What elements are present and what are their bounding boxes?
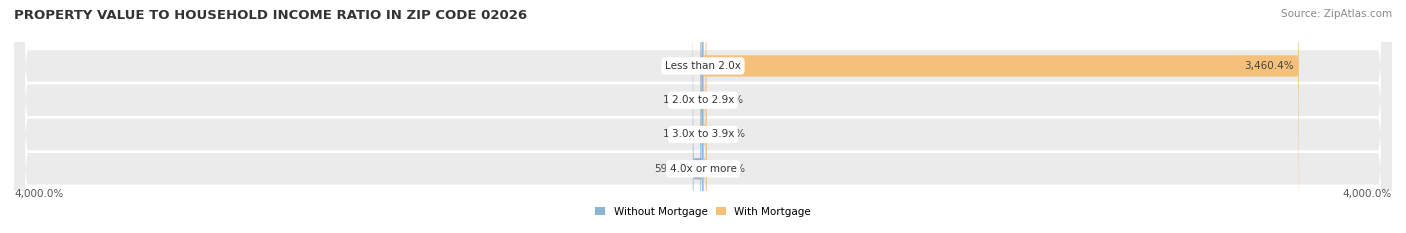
Text: 14.5%: 14.5%	[710, 95, 744, 105]
Text: 21.7%: 21.7%	[711, 164, 745, 174]
Text: PROPERTY VALUE TO HOUSEHOLD INCOME RATIO IN ZIP CODE 02026: PROPERTY VALUE TO HOUSEHOLD INCOME RATIO…	[14, 9, 527, 22]
Text: 13.3%: 13.3%	[662, 61, 696, 71]
FancyBboxPatch shape	[14, 0, 1392, 233]
FancyBboxPatch shape	[700, 0, 703, 233]
Legend: Without Mortgage, With Mortgage: Without Mortgage, With Mortgage	[593, 205, 813, 219]
FancyBboxPatch shape	[700, 0, 703, 233]
FancyBboxPatch shape	[703, 0, 707, 233]
Text: 23.2%: 23.2%	[713, 130, 745, 140]
Text: Source: ZipAtlas.com: Source: ZipAtlas.com	[1281, 9, 1392, 19]
FancyBboxPatch shape	[700, 0, 703, 233]
FancyBboxPatch shape	[14, 0, 1392, 233]
Text: 4,000.0%: 4,000.0%	[14, 189, 63, 199]
Text: 2.0x to 2.9x: 2.0x to 2.9x	[672, 95, 734, 105]
Text: 59.1%: 59.1%	[655, 164, 688, 174]
Text: Less than 2.0x: Less than 2.0x	[665, 61, 741, 71]
FancyBboxPatch shape	[14, 0, 1392, 233]
FancyBboxPatch shape	[703, 0, 707, 233]
Text: 13.1%: 13.1%	[662, 95, 696, 105]
FancyBboxPatch shape	[693, 0, 703, 233]
Text: 4,000.0%: 4,000.0%	[1343, 189, 1392, 199]
FancyBboxPatch shape	[14, 0, 1392, 233]
FancyBboxPatch shape	[703, 0, 1299, 233]
Text: 4.0x or more: 4.0x or more	[669, 164, 737, 174]
FancyBboxPatch shape	[703, 0, 706, 233]
Text: 3.0x to 3.9x: 3.0x to 3.9x	[672, 130, 734, 140]
Text: 3,460.4%: 3,460.4%	[1244, 61, 1294, 71]
Text: 14.0%: 14.0%	[662, 130, 696, 140]
